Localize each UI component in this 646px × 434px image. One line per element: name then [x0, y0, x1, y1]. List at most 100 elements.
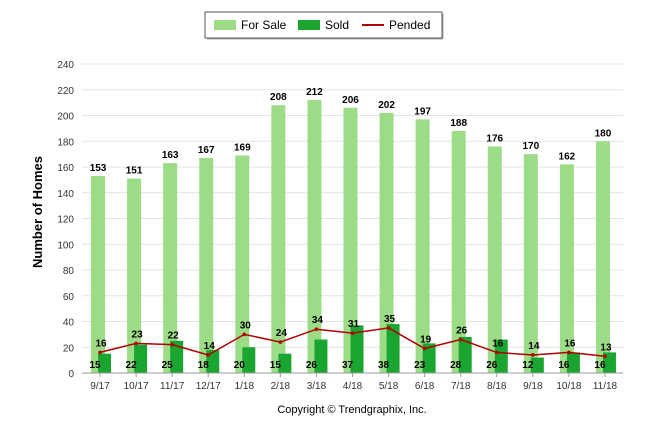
bar-for-sale: [343, 107, 358, 374]
x-tick-label: 1/18: [235, 381, 255, 392]
x-tick-label: 10/18: [556, 381, 581, 392]
label-sold: 20: [234, 360, 246, 371]
label-for-sale: 162: [559, 151, 576, 162]
label-sold: 25: [162, 360, 174, 371]
legend: For Sale Sold Pended: [204, 11, 444, 40]
x-tick-label: 12/17: [196, 381, 221, 392]
y-axis-label: Number of Homes: [30, 156, 45, 268]
bar-sold: [422, 343, 436, 373]
x-tick-label: 7/18: [451, 381, 471, 392]
label-pended: 14: [204, 341, 216, 352]
y-tick-label: 160: [57, 163, 74, 174]
pended-point: [531, 353, 535, 357]
bar-for-sale: [559, 164, 574, 373]
bar-sold: [530, 357, 544, 373]
label-for-sale: 169: [234, 142, 251, 153]
label-pended: 22: [168, 331, 180, 342]
x-tick-label: 9/18: [523, 381, 543, 392]
bar-sold: [350, 325, 364, 373]
bar-for-sale: [271, 105, 286, 373]
bar-sold: [494, 339, 508, 373]
label-sold: 18: [198, 360, 210, 371]
y-tick-label: 100: [57, 240, 74, 251]
label-pended: 16: [564, 338, 576, 349]
legend-label-pended: Pended: [389, 18, 430, 32]
x-tick-label: 2/18: [271, 381, 291, 392]
bar-sold: [314, 339, 328, 373]
x-tick-label: 8/18: [487, 381, 507, 392]
pended-point: [386, 326, 391, 330]
label-pended: 24: [276, 328, 288, 339]
label-for-sale: 202: [378, 100, 395, 111]
label-sold: 16: [594, 360, 606, 371]
label-for-sale: 151: [126, 166, 143, 177]
label-pended: 23: [132, 329, 144, 340]
legend-label-sold: Sold: [325, 18, 349, 32]
x-tick-label: 10/17: [124, 381, 149, 392]
y-tick-label: 0: [68, 369, 74, 380]
x-tick-label: 6/18: [415, 381, 435, 392]
label-for-sale: 206: [342, 95, 359, 106]
bar-sold: [98, 353, 112, 373]
y-tick-label: 180: [57, 137, 74, 148]
pended-point: [134, 341, 138, 346]
label-sold: 22: [126, 360, 138, 371]
x-axis-ticks: 9/17 10/17 11/17 12/17 1/18 2/18 3/18 4/18 5/18 6…: [82, 372, 623, 392]
bar-for-sale: [415, 119, 430, 373]
pended-point: [278, 340, 283, 344]
y-tick-label: 80: [63, 266, 75, 277]
bars: [91, 100, 616, 374]
bar-for-sale: [127, 178, 142, 373]
legend-swatch-sold: [298, 20, 320, 30]
bar-sold: [458, 336, 472, 373]
bar-for-sale: [379, 112, 394, 374]
label-pended: 19: [420, 335, 432, 346]
bar-sold: [566, 352, 580, 373]
y-axis-ticks: 0 20 40 60 80 100 120 140 160 180 200 220 240: [57, 60, 74, 380]
label-sold: 37: [342, 360, 354, 371]
pended-point: [458, 337, 463, 342]
label-pended: 26: [456, 326, 468, 337]
pended-point: [242, 332, 247, 337]
x-tick-label: 4/18: [343, 381, 363, 392]
legend-swatch-for-sale: [214, 20, 236, 30]
pended-point: [98, 350, 102, 355]
x-tick-label: 5/18: [379, 381, 399, 392]
bar-sold: [386, 324, 400, 373]
pended-line-group: [98, 326, 607, 359]
bar-for-sale: [199, 157, 214, 373]
legend-box: [204, 11, 443, 39]
x-tick-label: 3/18: [307, 381, 327, 392]
y-tick-label: 240: [57, 60, 74, 71]
y-tick-label: 60: [63, 292, 75, 303]
label-for-sale: 188: [450, 118, 467, 129]
pended-point: [206, 353, 211, 357]
y-tick-label: 140: [57, 189, 74, 200]
y-tick-label: 200: [57, 112, 74, 123]
label-sold: 15: [89, 360, 101, 371]
data-labels: 153 15 151 22 163 25 167 18 169 20 208 15 212 26 206 37…: [89, 87, 611, 371]
bar-for-sale: [307, 100, 322, 374]
pended-point: [567, 350, 571, 355]
label-for-sale: 180: [595, 128, 612, 139]
label-pended: 14: [528, 341, 540, 352]
bar-for-sale: [451, 130, 466, 373]
bar-for-sale: [163, 163, 178, 373]
label-pended: 35: [384, 314, 396, 325]
label-sold: 12: [522, 360, 534, 371]
label-pended: 34: [312, 315, 324, 326]
label-sold: 23: [414, 360, 426, 371]
label-for-sale: 212: [306, 87, 323, 98]
label-sold: 38: [378, 360, 390, 371]
y-tick-label: 40: [63, 318, 75, 329]
label-for-sale: 197: [414, 106, 431, 117]
label-pended: 16: [492, 338, 504, 349]
label-for-sale: 163: [162, 150, 179, 161]
label-pended: 13: [600, 342, 612, 353]
legend-label-for-sale: For Sale: [241, 18, 287, 32]
label-for-sale: 176: [486, 133, 503, 144]
label-pended: 30: [240, 320, 252, 331]
label-for-sale: 208: [270, 92, 287, 103]
bar-sold: [134, 344, 148, 373]
